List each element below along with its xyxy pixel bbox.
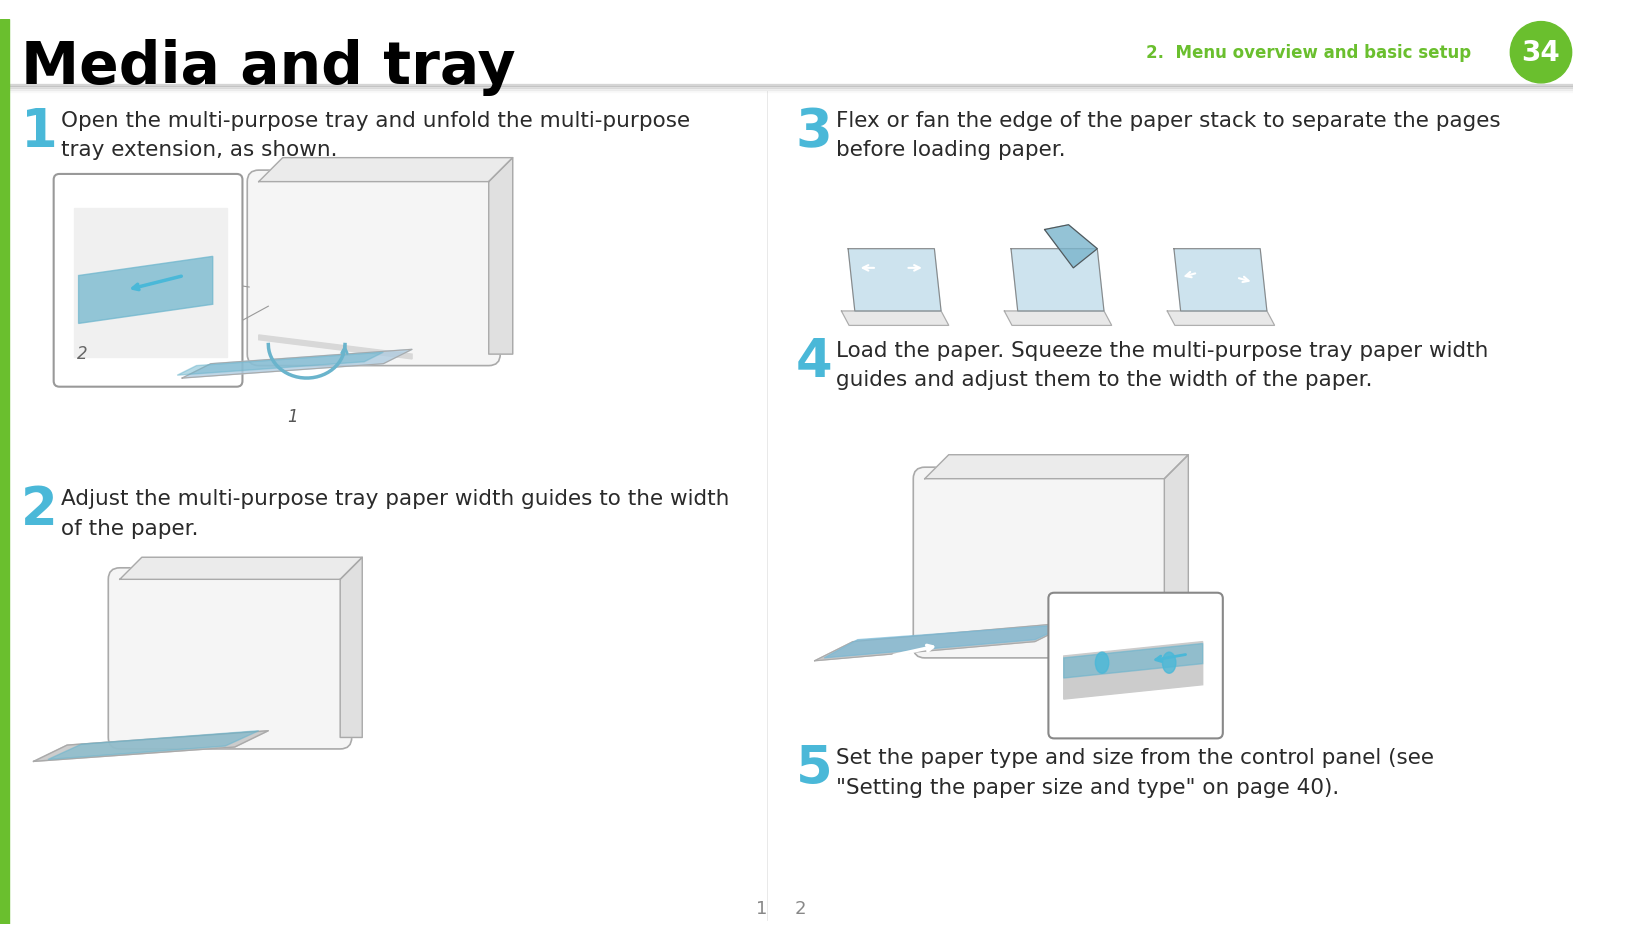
- Text: Open the multi-purpose tray and unfold the multi-purpose
tray extension, as show: Open the multi-purpose tray and unfold t…: [61, 110, 691, 160]
- Text: 5: 5: [796, 742, 832, 795]
- Text: Flex or fan the edge of the paper stack to separate the pages
before loading pap: Flex or fan the edge of the paper stack …: [835, 110, 1500, 160]
- Polygon shape: [48, 731, 259, 760]
- Polygon shape: [842, 312, 948, 326]
- Text: 2: 2: [77, 345, 87, 362]
- Polygon shape: [120, 558, 363, 580]
- Polygon shape: [824, 625, 1068, 658]
- FancyBboxPatch shape: [54, 175, 243, 387]
- Bar: [0, 20, 8, 924]
- Text: 1: 1: [21, 106, 57, 158]
- Polygon shape: [1063, 644, 1203, 679]
- Bar: [8, 89, 1572, 91]
- Text: 34: 34: [1521, 40, 1561, 67]
- Text: 3: 3: [796, 106, 832, 158]
- Polygon shape: [1004, 312, 1111, 326]
- Text: 2.  Menu overview and basic setup: 2. Menu overview and basic setup: [1145, 44, 1470, 62]
- Ellipse shape: [1095, 652, 1109, 673]
- Polygon shape: [177, 353, 384, 376]
- Circle shape: [1510, 23, 1572, 84]
- Polygon shape: [1063, 642, 1203, 700]
- Text: Set the paper type and size from the control panel (see
"Setting the paper size : Set the paper type and size from the con…: [835, 748, 1434, 797]
- Polygon shape: [1173, 249, 1267, 312]
- FancyBboxPatch shape: [1049, 593, 1223, 738]
- Text: 1: 1: [757, 899, 768, 917]
- Ellipse shape: [1162, 652, 1177, 673]
- Bar: [8, 85, 1572, 87]
- FancyBboxPatch shape: [248, 171, 501, 366]
- Polygon shape: [1167, 312, 1275, 326]
- Polygon shape: [259, 335, 412, 360]
- Text: 1: 1: [287, 408, 297, 426]
- Bar: [8, 20, 1572, 85]
- Text: 2: 2: [794, 899, 806, 917]
- Polygon shape: [1045, 226, 1098, 269]
- Bar: [8, 91, 1572, 93]
- Polygon shape: [79, 257, 213, 324]
- Polygon shape: [848, 249, 940, 312]
- Text: 2: 2: [21, 484, 57, 536]
- Polygon shape: [926, 455, 1188, 480]
- Text: 4: 4: [796, 335, 832, 388]
- Polygon shape: [340, 558, 363, 737]
- Polygon shape: [74, 210, 226, 358]
- Text: Load the paper. Squeeze the multi-purpose tray paper width
guides and adjust the: Load the paper. Squeeze the multi-purpos…: [835, 341, 1488, 390]
- FancyBboxPatch shape: [914, 467, 1177, 658]
- Polygon shape: [182, 350, 412, 379]
- Polygon shape: [259, 159, 512, 182]
- Polygon shape: [814, 623, 1073, 661]
- FancyBboxPatch shape: [108, 568, 351, 750]
- Polygon shape: [1165, 455, 1188, 647]
- Polygon shape: [489, 159, 512, 355]
- Polygon shape: [33, 731, 269, 762]
- Text: Media and tray: Media and tray: [21, 39, 515, 96]
- Bar: [8, 87, 1572, 89]
- Text: Adjust the multi-purpose tray paper width guides to the width
of the paper.: Adjust the multi-purpose tray paper widt…: [61, 489, 730, 538]
- Polygon shape: [1011, 249, 1104, 312]
